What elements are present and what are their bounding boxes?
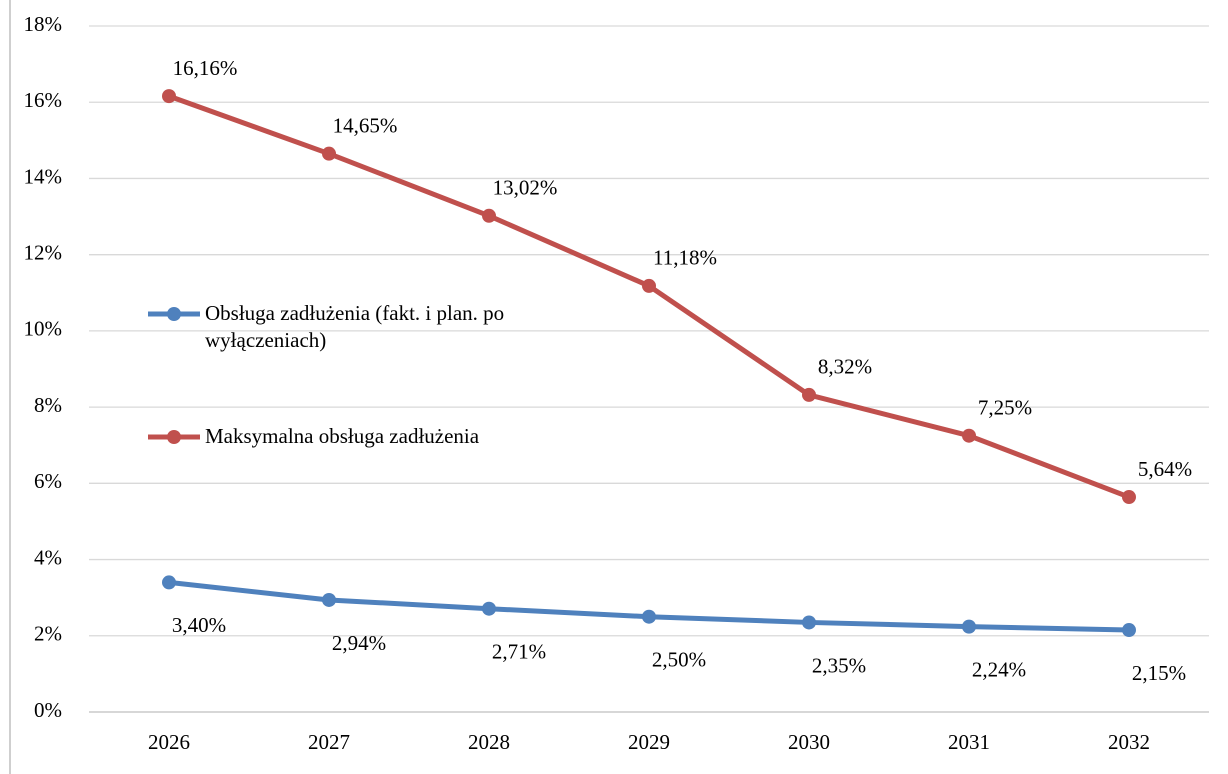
data-point bbox=[482, 208, 496, 223]
legend-marker bbox=[167, 307, 181, 321]
y-tick-label: 2% bbox=[34, 622, 62, 646]
data-point bbox=[1122, 490, 1136, 505]
data-label: 8,32% bbox=[818, 355, 872, 379]
data-point bbox=[802, 615, 816, 630]
data-point bbox=[802, 387, 816, 402]
data-label: 2,50% bbox=[652, 648, 706, 672]
data-label: 14,65% bbox=[333, 113, 398, 137]
data-point bbox=[642, 609, 656, 624]
y-tick-label: 8% bbox=[34, 393, 62, 417]
y-tick-label: 18% bbox=[24, 12, 63, 36]
data-label: 16,16% bbox=[173, 56, 238, 80]
data-label: 3,40% bbox=[172, 613, 226, 637]
legend-label: Maksymalna obsługa zadłużenia bbox=[205, 424, 480, 448]
data-point bbox=[642, 278, 656, 293]
data-label: 2,35% bbox=[812, 653, 866, 677]
data-point bbox=[162, 575, 176, 590]
x-tick-label: 2026 bbox=[148, 730, 190, 754]
data-label: 2,71% bbox=[492, 640, 546, 664]
data-point bbox=[962, 619, 976, 634]
x-tick-label: 2031 bbox=[948, 730, 990, 754]
data-label: 13,02% bbox=[493, 176, 558, 200]
x-tick-label: 2028 bbox=[468, 730, 510, 754]
legend-marker bbox=[167, 430, 181, 444]
y-tick-label: 4% bbox=[34, 545, 62, 569]
data-point bbox=[1122, 623, 1136, 638]
data-label: 2,24% bbox=[972, 657, 1026, 681]
data-point bbox=[322, 592, 336, 607]
y-tick-label: 14% bbox=[24, 164, 63, 188]
data-point bbox=[162, 89, 176, 104]
y-tick-label: 0% bbox=[34, 698, 62, 722]
data-point bbox=[482, 601, 496, 616]
data-label: 11,18% bbox=[653, 246, 717, 270]
y-tick-label: 10% bbox=[24, 317, 63, 341]
data-label: 2,94% bbox=[332, 631, 386, 655]
x-tick-label: 2030 bbox=[788, 730, 830, 754]
data-point bbox=[962, 428, 976, 443]
data-label: 5,64% bbox=[1138, 457, 1192, 481]
x-tick-label: 2029 bbox=[628, 730, 670, 754]
x-tick-label: 2027 bbox=[308, 730, 350, 754]
y-tick-label: 12% bbox=[24, 240, 63, 264]
data-label: 2,15% bbox=[1132, 661, 1186, 685]
y-tick-label: 6% bbox=[34, 469, 62, 493]
x-tick-label: 2032 bbox=[1108, 730, 1150, 754]
data-label: 7,25% bbox=[978, 396, 1032, 420]
y-tick-label: 16% bbox=[24, 88, 63, 112]
legend-label: Obsługa zadłużenia (fakt. i plan. po wył… bbox=[205, 301, 505, 352]
data-point bbox=[322, 146, 336, 161]
